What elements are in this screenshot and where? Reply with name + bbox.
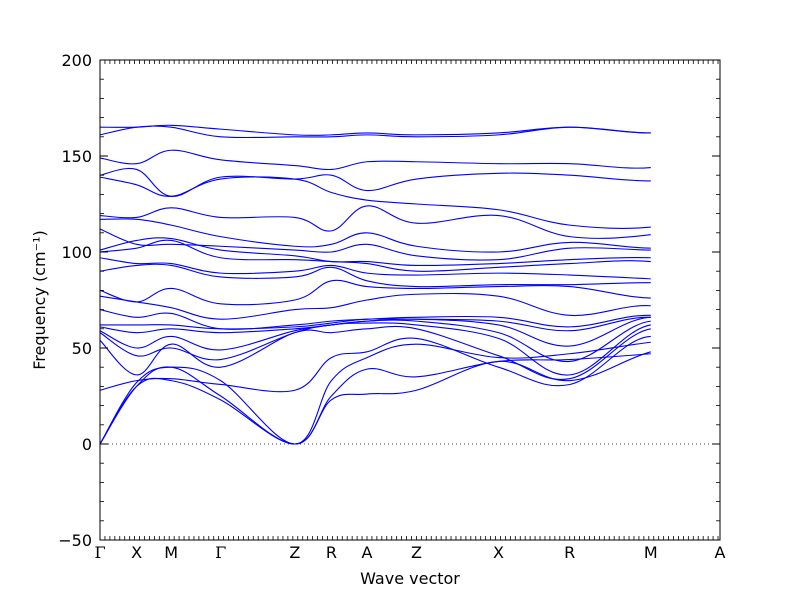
y-axis-label: Frequency (cm⁻¹) — [30, 230, 49, 369]
y-tick-label: 150 — [61, 147, 92, 166]
y-tick-labels: −50 0 50 100 150 200 — [58, 51, 92, 550]
x-tick-label: M — [164, 543, 178, 562]
band-line — [99, 176, 651, 230]
y-tick-label: 50 — [72, 339, 92, 358]
x-tick-label: Z — [411, 543, 422, 562]
band-line — [99, 309, 651, 330]
band-lines — [99, 124, 651, 445]
y-tick-label: 100 — [61, 243, 92, 262]
band-line — [99, 325, 651, 381]
y-tick-label: 200 — [61, 51, 92, 70]
band-line — [99, 263, 651, 288]
x-tick-label: R — [326, 543, 337, 562]
x-axis-label: Wave vector — [360, 569, 460, 588]
band-line — [99, 341, 651, 445]
x-tick-label: Z — [289, 543, 300, 562]
band-line — [99, 316, 651, 347]
band-line — [99, 205, 651, 239]
band-line — [99, 168, 651, 197]
x-tick-label: M — [644, 543, 658, 562]
band-line — [99, 292, 651, 320]
plot-area — [99, 59, 721, 541]
band-line — [99, 316, 651, 332]
band-line — [99, 351, 651, 445]
band-line — [99, 124, 651, 136]
x-tick-label: X — [493, 543, 504, 562]
x-tick-label: R — [564, 543, 575, 562]
y-tick-label: −50 — [58, 531, 92, 550]
tick-marks — [99, 59, 720, 541]
band-line — [99, 335, 651, 393]
x-tick-label: X — [131, 543, 142, 562]
band-line — [99, 279, 651, 306]
band-line — [99, 237, 651, 267]
x-tick-label: A — [362, 543, 373, 562]
x-tick-label: A — [715, 543, 726, 562]
band-line — [99, 228, 651, 261]
y-tick-label: 0 — [82, 435, 92, 454]
axes-frame — [99, 59, 721, 541]
x-tick-label: Γ — [215, 543, 226, 562]
band-line — [99, 257, 651, 280]
band-line — [99, 149, 651, 171]
band-line — [99, 125, 651, 139]
band-line — [99, 218, 651, 253]
x-tick-label: Γ — [94, 543, 105, 562]
